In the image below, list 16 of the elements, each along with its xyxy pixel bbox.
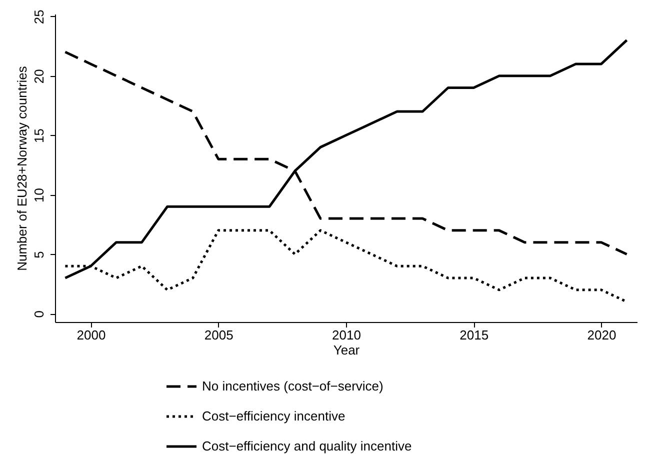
x-tick-label: 2005 [204,328,234,342]
y-tick-label: 15 [32,128,46,144]
y-tick-label: 10 [32,188,46,202]
y-tick-label: 25 [32,10,46,24]
x-axis-title: Year [333,342,360,358]
y-tick-label: 20 [32,69,46,84]
y-tick-label: 0 [32,310,46,318]
legend-label: No incentives (cost−of−service) [202,378,384,394]
x-tick-label: 2000 [76,328,106,342]
x-tick-label: 2010 [332,328,361,342]
legend-label: Cost−efficiency incentive [202,408,346,424]
y-axis-title: Number of EU28+Norway countries [14,66,30,271]
legend-label: Cost−efficiency and quality incentive [202,438,412,454]
y-tick-label: 5 [32,251,46,258]
x-tick-label: 2015 [460,328,489,342]
x-tick-label: 2020 [587,328,616,342]
